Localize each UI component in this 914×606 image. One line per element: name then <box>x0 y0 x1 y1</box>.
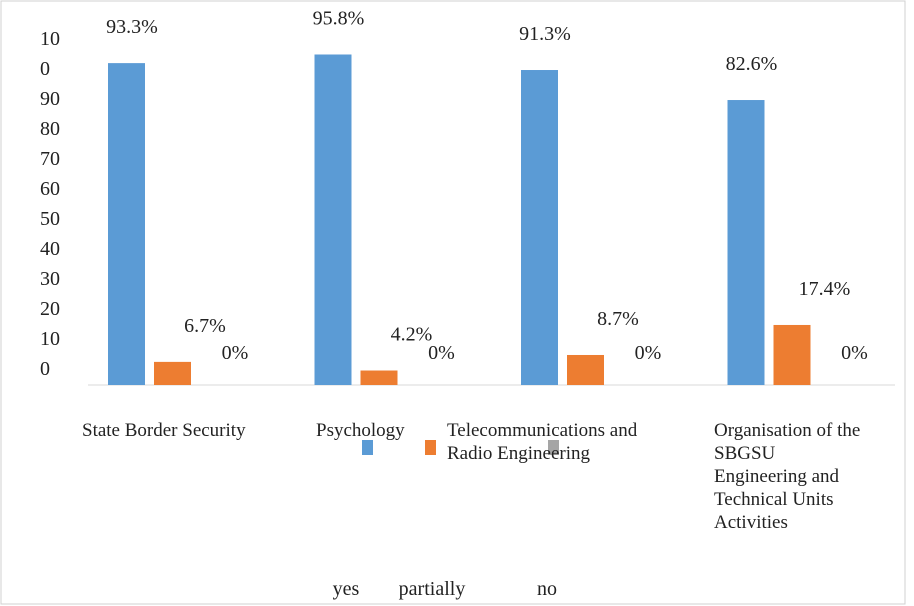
x-tick-label: State Border Security <box>82 420 246 441</box>
bar <box>314 54 352 386</box>
x-tick-label: Telecommunications and Radio Engineering <box>447 420 638 464</box>
bar <box>727 100 765 385</box>
y-tick-label: 10 <box>40 328 60 350</box>
data-label: 0% <box>841 342 868 364</box>
x-tick-label: Psychology <box>316 420 405 441</box>
y-tick-label: 30 <box>40 268 60 290</box>
bar <box>567 354 604 385</box>
y-tick-label: 10 <box>40 28 60 50</box>
y-tick-label: 70 <box>40 148 60 170</box>
data-label: 6.7% <box>184 315 226 337</box>
y-tick-label: 80 <box>40 118 60 140</box>
bar <box>154 361 191 385</box>
legend-swatch <box>362 440 373 455</box>
y-tick-label: 0 <box>40 58 50 80</box>
legend-label: no <box>537 578 557 600</box>
y-tick-label: 20 <box>40 298 60 320</box>
data-label: 0% <box>428 342 455 364</box>
legend-swatch <box>548 440 559 455</box>
data-label: 91.3% <box>519 23 571 45</box>
y-tick-label: 40 <box>40 238 60 260</box>
y-tick-label: 50 <box>40 208 60 230</box>
legend-label: yes <box>333 578 360 600</box>
data-label: 17.4% <box>799 278 851 300</box>
data-label: 95.8% <box>313 7 365 29</box>
y-tick-label: 60 <box>40 178 60 200</box>
legend-label: partially <box>399 578 466 600</box>
bar <box>360 370 398 385</box>
data-label: 82.6% <box>726 53 778 75</box>
x-tick-label: Organisation of the SBGSU Engineering an… <box>714 420 861 533</box>
data-label: 0% <box>635 342 662 364</box>
bar <box>521 70 558 385</box>
bar <box>773 324 811 385</box>
data-label: 93.3% <box>106 16 158 38</box>
data-label: 0% <box>222 342 249 364</box>
legend-swatch <box>425 440 436 455</box>
data-label: 8.7% <box>597 308 639 330</box>
data-label: 4.2% <box>391 324 433 346</box>
y-tick-label: 90 <box>40 88 60 110</box>
y-tick-label: 0 <box>40 358 50 380</box>
bar <box>108 63 145 386</box>
